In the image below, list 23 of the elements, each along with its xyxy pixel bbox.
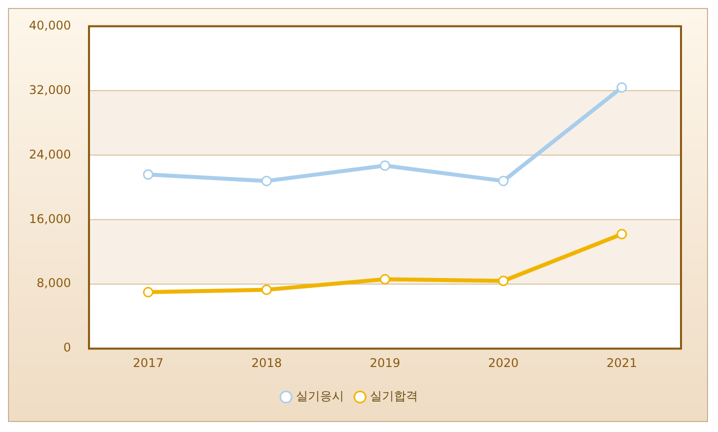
x-tick-label: 2021 [606,356,638,370]
point [498,176,509,186]
y-tick-label: 0 [63,340,71,355]
legend-label: 실기응시 [296,389,344,404]
point [380,274,390,285]
point [616,82,628,93]
y-tick-label: 32,000 [28,82,71,97]
y-tick-label: 24,000 [28,147,71,162]
point [261,176,272,186]
point [142,286,154,298]
point [498,276,509,286]
x-tick-label: 2019 [370,356,400,370]
legend-label: 실기합격 [370,389,418,404]
x-tick-label: 2020 [488,356,519,370]
y-tick-label: 16,000 [28,212,71,226]
point [142,169,154,180]
point [380,160,390,171]
point [616,228,628,240]
y-tick-label: 40,000 [28,18,71,32]
point [261,284,272,296]
x-tick-label: 2017 [132,356,164,370]
y-tick-label: 8,000 [36,276,71,290]
x-tick-label: 2018 [251,356,282,370]
